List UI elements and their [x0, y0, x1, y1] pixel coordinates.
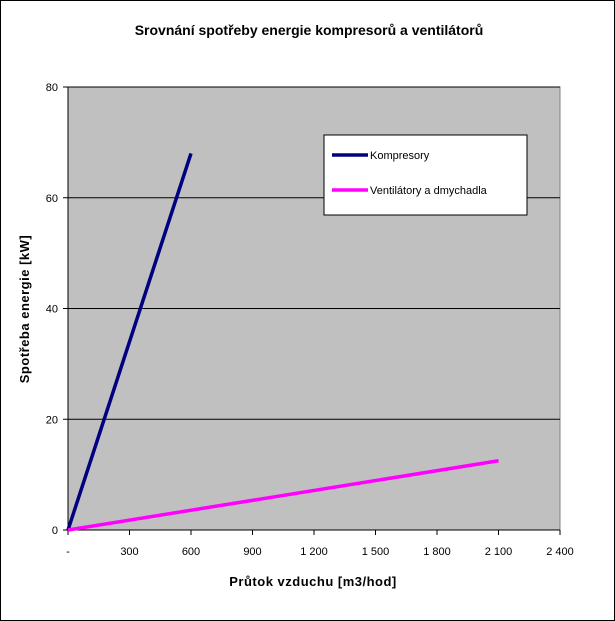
y-tick-label: 60	[46, 193, 58, 205]
y-tick-label: 40	[46, 304, 58, 316]
legend-label: Kompresory	[370, 150, 430, 162]
series-line	[67, 459, 499, 532]
y-tick-label: 20	[46, 414, 58, 426]
y-tick-label: 0	[52, 525, 58, 537]
x-tick-label: 2 400	[546, 546, 574, 558]
chart-title: Srovnání spotřeby energie kompresorů a v…	[135, 22, 484, 38]
x-tick-label: 1 800	[423, 546, 451, 558]
x-axis-label: Průtok vzduchu [m3/hod]	[229, 574, 397, 589]
series-line	[66, 152, 193, 531]
plot-area: 0 20 40 60 80 - 300 600 900 1 200 1 500 1 800 2 100 2…	[46, 82, 574, 558]
x-tick-label: 2 100	[485, 546, 513, 558]
x-tick-label: 1 500	[362, 546, 390, 558]
x-tick-label: -	[66, 546, 70, 558]
x-tick-label: 600	[182, 546, 200, 558]
y-tick-label: 80	[46, 82, 58, 94]
y-axis-label: Spotřeba energie [kW]	[17, 235, 32, 383]
x-tick-label: 300	[120, 546, 138, 558]
x-tick-label: 1 200	[300, 546, 328, 558]
legend-label: Ventilátory a dmychadla	[370, 185, 488, 197]
legend-box	[323, 134, 528, 216]
x-tick-label: 900	[243, 546, 261, 558]
